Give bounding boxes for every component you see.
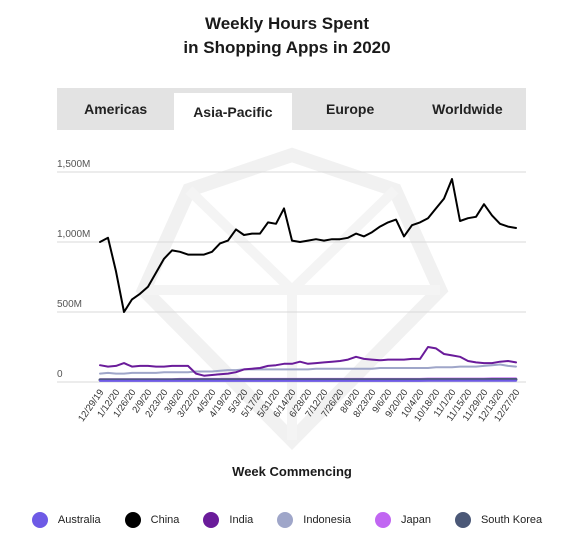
line-chart: 0 500M 1,000M 1,500M 12/29/19 1/12/20 1/26/20 2… (0, 130, 574, 490)
legend-label-australia: Australia (57, 514, 101, 526)
legend-label-south-korea: South Korea (480, 514, 543, 526)
legend-swatch-japan (374, 512, 391, 528)
legend-item-china[interactable]: China (124, 512, 180, 528)
x-axis-title: Week Commencing (232, 464, 352, 479)
tab-asia-pacific[interactable]: Asia-Pacific (174, 93, 292, 130)
chart-title-line-1: Weekly Hours Spent (204, 14, 370, 33)
legend-swatch-indonesia (277, 512, 294, 528)
legend-item-indonesia[interactable]: Indonesia (277, 512, 351, 528)
y-tick-label-0: 0 (57, 369, 63, 380)
legend-item-japan[interactable]: Japan (374, 512, 431, 528)
chart-svg: 0500M1,000M1,500M12/29/191/12/201/26/202… (57, 147, 526, 479)
tab-worldwide[interactable]: Worldwide (432, 101, 503, 117)
region-tabs: Americas Asia-Pacific Europe Worldwide (57, 88, 526, 130)
y-tick-label-500m: 500M (57, 299, 82, 310)
chart-title: Weekly Hours Spent in Shopping Apps in 2… (0, 12, 574, 60)
series-line-indonesia (99, 363, 517, 375)
chart-legend: Australia China India Indonesia Japan So… (0, 508, 574, 532)
chart-title-line-2: in Shopping Apps in 2020 (183, 38, 391, 57)
tab-americas[interactable]: Americas (84, 101, 148, 117)
legend-swatch-australia (31, 512, 48, 528)
legend-swatch-south-korea (454, 512, 471, 528)
legend-item-india[interactable]: India (203, 512, 253, 528)
legend-label-indonesia: Indonesia (303, 514, 351, 526)
legend-label-china: China (150, 514, 180, 526)
y-tick-label-1500m: 1,500M (57, 159, 90, 170)
legend-label-india: India (229, 514, 254, 526)
series-line-india (99, 346, 517, 377)
watermark-facets (144, 186, 440, 440)
legend-label-japan: Japan (400, 514, 431, 526)
legend-item-south-korea[interactable]: South Korea (454, 512, 543, 528)
legend-item-australia[interactable]: Australia (31, 512, 101, 528)
y-tick-label-1000m: 1,000M (57, 229, 90, 240)
series-line-china (99, 178, 517, 313)
legend-swatch-china (124, 512, 141, 528)
tab-europe[interactable]: Europe (326, 101, 375, 117)
legend-swatch-india (203, 512, 220, 528)
